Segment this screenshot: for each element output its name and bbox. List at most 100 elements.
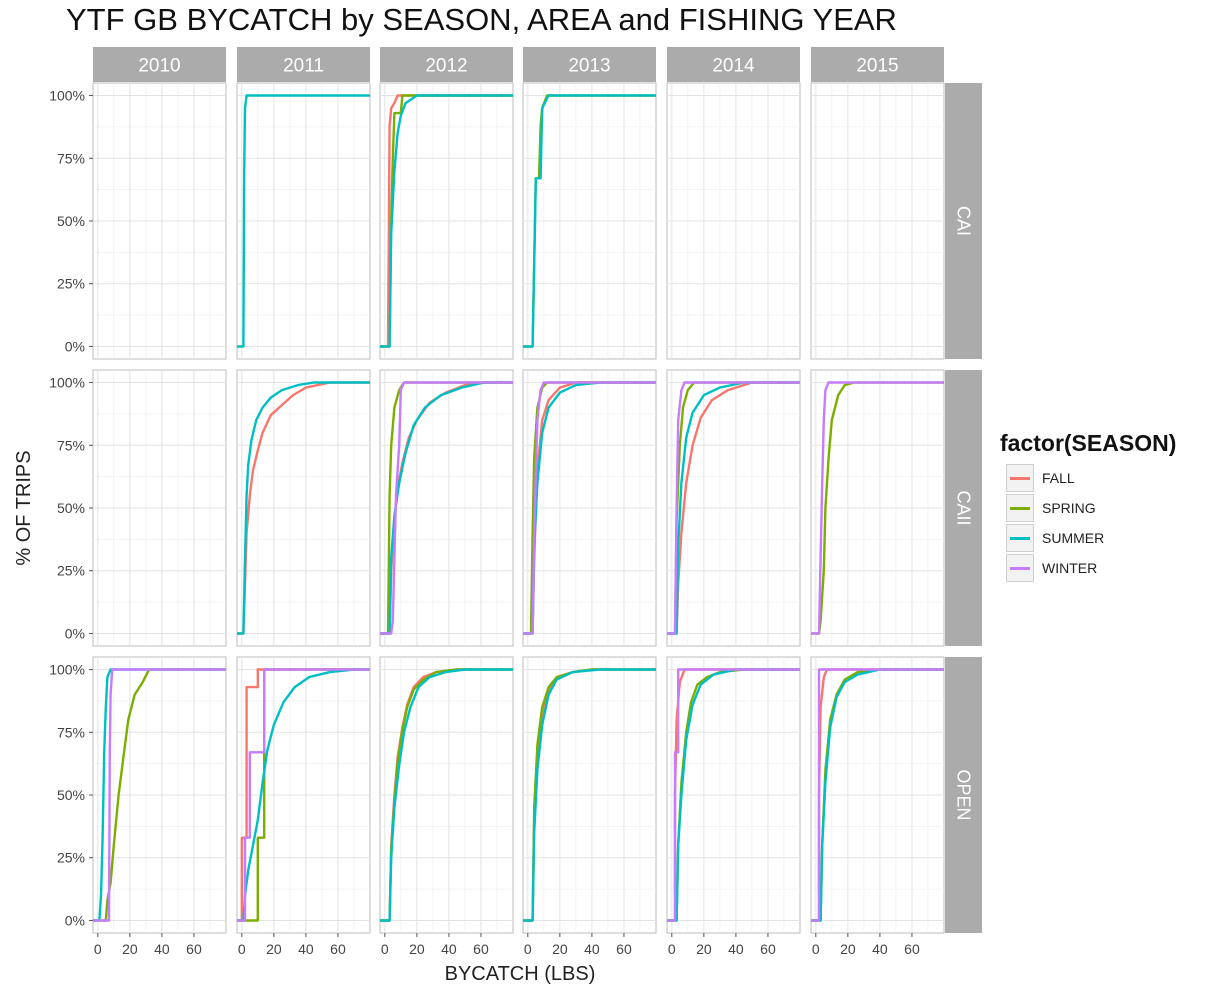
col-strip-label: 2014 <box>712 56 755 77</box>
x-tick-label: 60 <box>186 941 202 957</box>
x-axis-title: BYCATCH (LBS) <box>445 963 596 985</box>
row-strip-cai <box>945 83 982 359</box>
legend-key-summer <box>1006 524 1034 552</box>
y-tick-label: 0% <box>65 338 85 354</box>
y-tick-label: 0% <box>65 912 85 928</box>
series-summer-open-2010 <box>93 668 226 922</box>
x-tick-label: 20 <box>409 941 425 957</box>
col-strip-2012 <box>380 47 513 82</box>
legend: factor(SEASON) FALL SPRING SUMMER WINTER <box>1000 430 1176 583</box>
legend-item-summer: SUMMER <box>1000 523 1176 553</box>
x-tick-label: 0 <box>381 941 389 957</box>
y-tick-label: 50% <box>57 213 85 229</box>
series-summer-cai-2013 <box>523 94 656 348</box>
y-tick-label: 25% <box>57 276 85 292</box>
series-winter-open-2015 <box>811 668 944 922</box>
legend-swatch-spring <box>1010 507 1030 510</box>
x-tick-label: 40 <box>441 941 457 957</box>
series-summer-open-2012 <box>380 668 513 922</box>
y-tick-label: 100% <box>49 375 85 391</box>
x-tick-label: 60 <box>760 941 776 957</box>
x-tick-label: 20 <box>840 941 856 957</box>
x-tick-label: 0 <box>94 941 102 957</box>
x-tick-label: 60 <box>473 941 489 957</box>
row-strip-label: CAII <box>954 490 974 525</box>
row-strip-caii <box>945 370 982 646</box>
series-summer-open-2015 <box>811 668 944 922</box>
col-strip-2013 <box>523 47 656 82</box>
row-strip-open <box>945 657 982 933</box>
col-strip-2011 <box>237 47 370 82</box>
series-winter-caii-2013 <box>523 381 656 635</box>
legend-key-winter <box>1006 554 1034 582</box>
x-tick-label: 60 <box>616 941 632 957</box>
x-tick-label: 40 <box>872 941 888 957</box>
y-tick-label: 100% <box>49 662 85 678</box>
legend-key-fall <box>1006 464 1034 492</box>
col-strip-2015 <box>811 47 944 82</box>
y-tick-label: 0% <box>65 625 85 641</box>
y-tick-label: 25% <box>57 563 85 579</box>
col-strip-label: 2011 <box>283 56 324 77</box>
series-summer-cai-2011 <box>237 94 370 348</box>
y-tick-label: 75% <box>57 150 85 166</box>
x-tick-label: 60 <box>330 941 346 957</box>
col-strip-label: 2012 <box>425 56 467 77</box>
series-summer-open-2013 <box>523 668 656 922</box>
col-strip-2014 <box>667 47 800 82</box>
x-tick-label: 60 <box>904 941 920 957</box>
series-summer-open-2014 <box>667 668 800 922</box>
x-tick-label: 40 <box>728 941 744 957</box>
x-tick-label: 20 <box>552 941 568 957</box>
row-strip-label: CAI <box>954 206 974 236</box>
legend-label-fall: FALL <box>1042 470 1075 486</box>
series-winter-open-2011 <box>237 668 370 922</box>
series-fall-open-2011 <box>237 668 370 922</box>
x-tick-label: 0 <box>524 941 532 957</box>
x-tick-label: 0 <box>668 941 676 957</box>
series-spring-open-2010 <box>93 668 226 922</box>
series-winter-caii-2015 <box>811 381 944 635</box>
y-axis-title: % OF TRIPS <box>13 450 35 565</box>
legend-item-fall: FALL <box>1000 463 1176 493</box>
col-strip-label: 2013 <box>568 56 610 77</box>
col-strip-2010 <box>93 47 226 82</box>
series-winter-open-2010 <box>93 668 226 922</box>
series-summer-cai-2012 <box>380 94 513 348</box>
x-tick-label: 40 <box>298 941 314 957</box>
legend-label-summer: SUMMER <box>1042 530 1105 546</box>
series-summer-caii-2011 <box>237 381 370 635</box>
legend-swatch-winter <box>1010 567 1030 570</box>
y-tick-label: 50% <box>57 787 85 803</box>
row-strip-label: OPEN <box>954 769 974 820</box>
legend-key-spring <box>1006 494 1034 522</box>
x-tick-label: 0 <box>812 941 820 957</box>
legend-title: factor(SEASON) <box>1000 430 1177 456</box>
series-winter-caii-2014 <box>667 381 800 635</box>
legend-item-winter: WINTER <box>1000 553 1176 583</box>
x-tick-label: 40 <box>154 941 170 957</box>
legend-swatch-summer <box>1010 537 1030 540</box>
x-tick-label: 20 <box>122 941 138 957</box>
col-strip-label: 2010 <box>138 56 180 77</box>
series-summer-caii-2012 <box>380 381 513 635</box>
y-tick-label: 75% <box>57 437 85 453</box>
y-tick-label: 75% <box>57 724 85 740</box>
x-tick-label: 0 <box>238 941 246 957</box>
legend-item-spring: SPRING <box>1000 493 1176 523</box>
legend-swatch-fall <box>1010 477 1030 480</box>
x-tick-label: 20 <box>266 941 282 957</box>
x-tick-label: 20 <box>696 941 712 957</box>
col-strip-label: 2015 <box>856 56 898 77</box>
y-tick-label: 25% <box>57 850 85 866</box>
legend-label-winter: WINTER <box>1042 560 1098 576</box>
legend-label-spring: SPRING <box>1042 500 1096 516</box>
y-tick-label: 100% <box>49 88 85 104</box>
series-winter-caii-2012 <box>380 381 513 635</box>
x-tick-label: 40 <box>584 941 600 957</box>
series-summer-caii-2014 <box>667 381 800 635</box>
series-winter-open-2014 <box>667 668 800 922</box>
chart-title: YTF GB BYCATCH by SEASON, AREA and FISHI… <box>66 2 897 37</box>
y-tick-label: 50% <box>57 500 85 516</box>
